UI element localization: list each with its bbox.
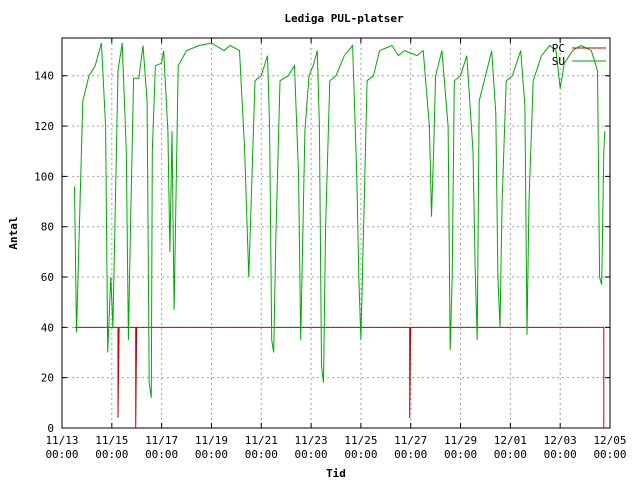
x-tick-label: 00:00 bbox=[145, 448, 178, 461]
y-tick-label: 40 bbox=[41, 321, 54, 334]
x-tick-label: 11/21 bbox=[245, 434, 278, 447]
x-tick-label: 00:00 bbox=[593, 448, 626, 461]
x-tick-label: 11/25 bbox=[344, 434, 377, 447]
y-tick-label: 100 bbox=[34, 170, 54, 183]
x-tick-label: 11/15 bbox=[95, 434, 128, 447]
x-tick-label: 11/23 bbox=[295, 434, 328, 447]
y-tick-label: 60 bbox=[41, 271, 54, 284]
ticks: 02040608010012014011/1300:0011/1500:0011… bbox=[34, 38, 627, 461]
x-tick-label: 11/13 bbox=[45, 434, 78, 447]
y-tick-label: 120 bbox=[34, 120, 54, 133]
x-tick-label: 00:00 bbox=[45, 448, 78, 461]
y-tick-label: 20 bbox=[41, 372, 54, 385]
y-tick-label: 80 bbox=[41, 221, 54, 234]
x-tick-label: 00:00 bbox=[444, 448, 477, 461]
series-line-pc bbox=[74, 326, 605, 429]
x-tick-label: 11/19 bbox=[195, 434, 228, 447]
y-axis-label: Antal bbox=[7, 216, 20, 249]
x-tick-label: 00:00 bbox=[195, 448, 228, 461]
x-tick-label: 12/01 bbox=[494, 434, 527, 447]
x-axis-label: Tid bbox=[326, 467, 346, 480]
legend-label: PC bbox=[552, 42, 565, 55]
legend-label: SU bbox=[552, 55, 565, 68]
x-tick-label: 12/03 bbox=[544, 434, 577, 447]
x-tick-label: 11/29 bbox=[444, 434, 477, 447]
x-tick-label: 00:00 bbox=[344, 448, 377, 461]
grid bbox=[62, 38, 610, 428]
x-tick-label: 00:00 bbox=[394, 448, 427, 461]
series bbox=[74, 42, 606, 429]
y-tick-label: 0 bbox=[47, 422, 54, 435]
chart-title: Lediga PUL-platser bbox=[284, 12, 404, 25]
y-tick-label: 140 bbox=[34, 70, 54, 83]
plot-frame bbox=[61, 37, 611, 429]
x-tick-label: 00:00 bbox=[295, 448, 328, 461]
x-tick-label: 00:00 bbox=[494, 448, 527, 461]
x-tick-label: 00:00 bbox=[245, 448, 278, 461]
x-tick-label: 00:00 bbox=[95, 448, 128, 461]
x-tick-label: 11/17 bbox=[145, 434, 178, 447]
x-tick-label: 11/27 bbox=[394, 434, 427, 447]
x-tick-label: 00:00 bbox=[544, 448, 577, 461]
x-tick-label: 12/05 bbox=[593, 434, 626, 447]
series-line-su bbox=[74, 42, 606, 398]
